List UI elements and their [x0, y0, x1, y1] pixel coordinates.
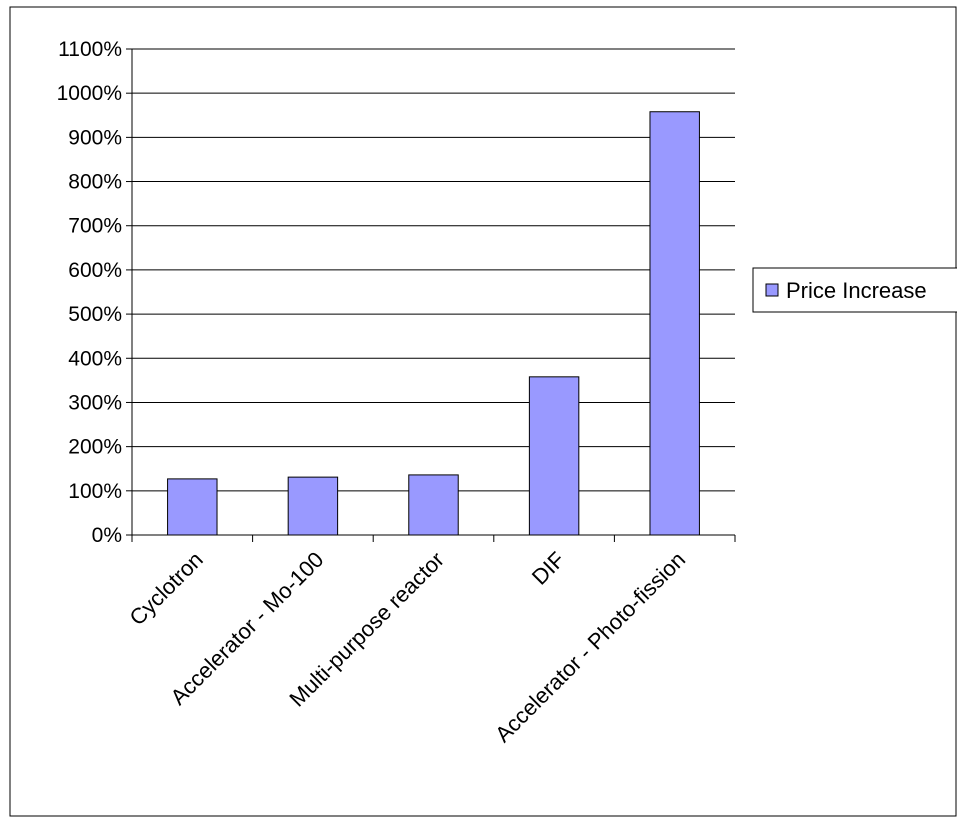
y-tick-label: 1000%: [57, 82, 122, 105]
y-tick-label: 1100%: [58, 38, 122, 61]
bar: [408, 474, 459, 536]
y-tick-labels: 0% 100% 200% 300% 400% 500% 600% 700% 800% 900% 10…: [57, 38, 122, 547]
y-tick-label: 100%: [68, 480, 122, 503]
y-tick-label: 900%: [68, 126, 122, 149]
y-tick-label: 700%: [68, 215, 122, 238]
gridlines: [132, 48, 735, 492]
y-tick-label: 0%: [92, 524, 122, 547]
y-tick-label: 800%: [68, 171, 122, 194]
bar: [528, 376, 580, 536]
chart-border: [9, 6, 957, 817]
y-tick-label: 300%: [68, 391, 122, 414]
y-tick-label: 200%: [68, 436, 122, 459]
axes: [126, 48, 736, 542]
y-tick-label: 400%: [68, 347, 122, 370]
bar: [167, 478, 218, 536]
bar: [649, 111, 700, 536]
legend: Price Increase: [752, 267, 957, 313]
bars: [167, 111, 700, 536]
legend-box: [752, 267, 957, 313]
y-tick-label: 600%: [68, 259, 122, 282]
y-tick-label: 500%: [68, 303, 122, 326]
legend-label: Price Increase: [786, 278, 927, 303]
legend-swatch: [765, 283, 779, 297]
bar: [287, 476, 339, 536]
